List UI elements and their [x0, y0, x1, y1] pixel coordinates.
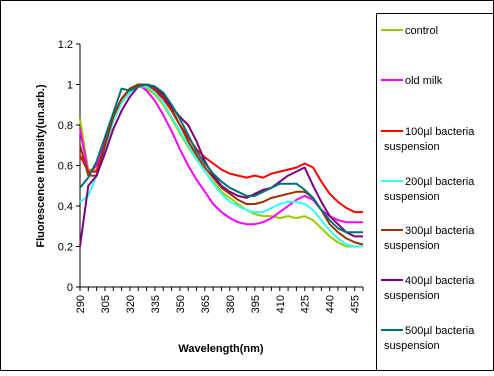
legend-label: 400µl bacteria	[405, 275, 475, 287]
y-tick-label: 0	[67, 282, 73, 294]
legend-label: old milk	[405, 75, 443, 87]
series-layer	[79, 83, 364, 248]
x-tick-label: 395	[250, 295, 262, 313]
legend-label-line2: suspension	[384, 290, 440, 302]
x-tick-label: 335	[150, 295, 162, 313]
legend-label: 300µl bacteria	[405, 225, 475, 237]
legend-label: 200µl bacteria	[405, 176, 475, 188]
axes: 0 0.2 0.4 0.6 0.8 1 1.2 290 305 320 335 350 365 380 39…	[58, 39, 364, 313]
legend: control old milk 100µl bacteria suspension 2…	[381, 25, 475, 352]
series-line-6	[79, 83, 363, 234]
x-tick-label: 425	[300, 295, 312, 313]
series-line-5	[79, 83, 363, 247]
y-tick-label: 0.6	[58, 161, 73, 173]
y-tick-label: 0.8	[58, 120, 73, 132]
x-tick-label: 350	[175, 295, 187, 313]
legend-label-line2: suspension	[384, 141, 440, 153]
y-tick-label: 1	[67, 80, 73, 92]
y-tick-label: 1.2	[58, 39, 73, 51]
y-axis-label: Fluorescence Intensity(un.arb.)	[35, 84, 47, 248]
series-line-0	[79, 85, 363, 248]
x-tick-label: 320	[125, 295, 137, 313]
legend-label-line2: suspension	[384, 191, 440, 203]
legend-label-line2: suspension	[384, 340, 440, 352]
legend-box	[376, 13, 494, 371]
x-tick-label: 440	[325, 295, 337, 313]
y-tick-label: 0.4	[58, 201, 73, 213]
legend-label: 500µl bacteria	[405, 325, 475, 337]
x-axis-label: Wavelength(nm)	[178, 343, 263, 355]
legend-label: 100µl bacteria	[405, 126, 475, 138]
y-tick-label: 0.2	[58, 242, 73, 254]
x-tick-label: 365	[200, 295, 212, 313]
series-line-3	[79, 85, 363, 248]
legend-label: control	[405, 25, 438, 37]
x-tick-label: 455	[350, 295, 362, 313]
x-tick-label: 305	[100, 295, 112, 313]
x-tick-label: 380	[225, 295, 237, 313]
x-tick-label: 410	[275, 295, 287, 313]
legend-label-line2: suspension	[384, 240, 440, 252]
x-tick-label: 290	[75, 295, 87, 313]
